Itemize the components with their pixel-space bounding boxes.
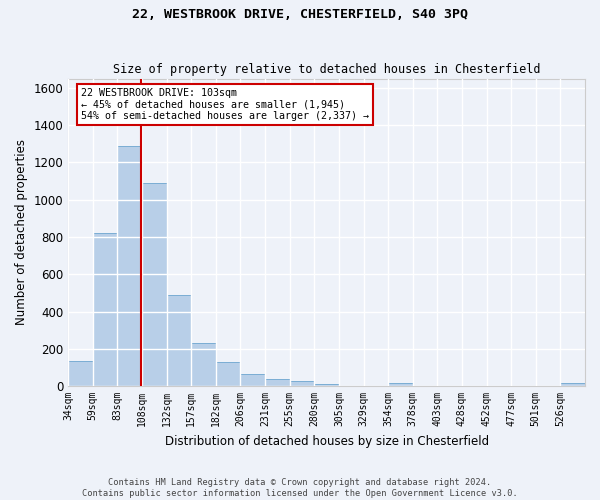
Y-axis label: Number of detached properties: Number of detached properties — [15, 140, 28, 326]
Text: 22, WESTBROOK DRIVE, CHESTERFIELD, S40 3PQ: 22, WESTBROOK DRIVE, CHESTERFIELD, S40 3… — [132, 8, 468, 20]
Bar — [388, 384, 413, 386]
X-axis label: Distribution of detached houses by size in Chesterfield: Distribution of detached houses by size … — [164, 434, 488, 448]
Title: Size of property relative to detached houses in Chesterfield: Size of property relative to detached ho… — [113, 63, 541, 76]
Bar — [560, 384, 585, 386]
Bar — [142, 183, 167, 386]
Bar — [191, 343, 216, 386]
Text: 22 WESTBROOK DRIVE: 103sqm
← 45% of detached houses are smaller (1,945)
54% of s: 22 WESTBROOK DRIVE: 103sqm ← 45% of deta… — [81, 88, 369, 121]
Bar — [314, 384, 339, 386]
Bar — [118, 146, 142, 386]
Bar — [241, 374, 265, 386]
Bar — [68, 360, 93, 386]
Bar — [93, 233, 118, 386]
Bar — [290, 381, 314, 386]
Text: Contains HM Land Registry data © Crown copyright and database right 2024.
Contai: Contains HM Land Registry data © Crown c… — [82, 478, 518, 498]
Bar — [216, 362, 241, 386]
Bar — [167, 296, 191, 386]
Bar — [265, 379, 290, 386]
